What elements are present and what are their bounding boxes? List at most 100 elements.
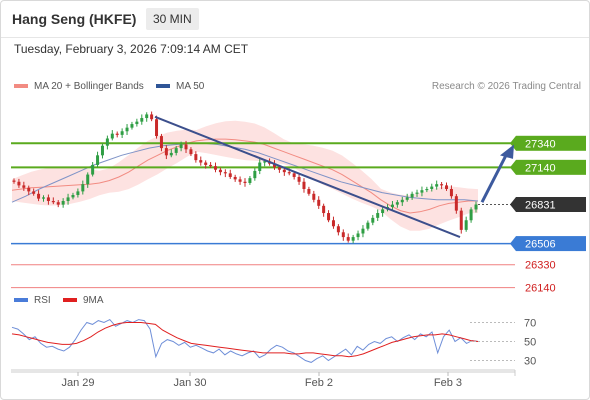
candle-body bbox=[155, 119, 159, 137]
candle-body bbox=[214, 166, 218, 170]
candle-body bbox=[302, 181, 306, 189]
level-label-s2: 26330 bbox=[525, 260, 556, 272]
candle-body bbox=[327, 213, 331, 221]
candle-body bbox=[130, 124, 134, 128]
candle-body bbox=[277, 167, 281, 170]
candle-body bbox=[179, 144, 183, 149]
candle-body bbox=[287, 172, 291, 174]
candle-body bbox=[336, 226, 340, 233]
legend-label-rsi: RSI bbox=[34, 295, 51, 306]
candle-body bbox=[341, 232, 345, 238]
x-tick-label: Jan 30 bbox=[173, 377, 206, 389]
candle-body bbox=[164, 148, 168, 156]
candle-body bbox=[258, 162, 262, 171]
level-label-r2: 27340 bbox=[525, 138, 556, 150]
candle-body bbox=[71, 195, 75, 198]
candle-body bbox=[194, 154, 198, 161]
candle-body bbox=[282, 169, 286, 173]
level-label-current-box bbox=[516, 197, 586, 212]
candle-body bbox=[174, 148, 178, 153]
candle-body bbox=[366, 222, 370, 229]
candle-body bbox=[454, 196, 458, 211]
legend-swatch-ma20 bbox=[14, 84, 28, 89]
candle-body bbox=[22, 185, 26, 188]
candle-body bbox=[159, 136, 163, 149]
level-label-s3: 26140 bbox=[525, 283, 556, 295]
candle-body bbox=[381, 209, 385, 214]
research-credit: Research © 2026 Trading Central bbox=[431, 81, 581, 92]
level-label-r2-box bbox=[516, 135, 586, 151]
rsi-tick-label: 30 bbox=[524, 356, 536, 368]
candle-body bbox=[297, 176, 301, 182]
candle-body bbox=[317, 199, 321, 206]
candle-body bbox=[76, 191, 80, 195]
legend-rsi: RSI bbox=[14, 295, 51, 306]
rsi-ma-line bbox=[11, 322, 479, 358]
candle-body bbox=[96, 155, 100, 165]
candle-body bbox=[292, 173, 296, 177]
legend-ma50: MA 50 bbox=[156, 81, 204, 92]
candle-body bbox=[66, 197, 70, 202]
level-label-current: 26831 bbox=[525, 200, 556, 212]
candle-body bbox=[150, 114, 154, 120]
candle-body bbox=[238, 179, 242, 182]
candle-body bbox=[233, 176, 237, 180]
x-tick-label: Feb 3 bbox=[434, 377, 462, 389]
candle-body bbox=[27, 187, 31, 192]
ma20-line bbox=[11, 138, 478, 214]
candle-body bbox=[243, 181, 247, 183]
candle-body bbox=[445, 185, 449, 189]
level-label-s1: 26506 bbox=[525, 239, 556, 251]
level-label-r1-box bbox=[516, 159, 586, 175]
candle-body bbox=[440, 184, 444, 186]
rsi-tick-label: 50 bbox=[524, 337, 536, 349]
candle-body bbox=[356, 233, 360, 238]
candle-body bbox=[425, 188, 429, 191]
candle-body bbox=[430, 186, 434, 189]
candle-body bbox=[312, 193, 316, 200]
candle-body bbox=[61, 201, 65, 205]
level-label-r2-arrow bbox=[510, 135, 516, 151]
bollinger-band bbox=[12, 120, 478, 231]
candle-body bbox=[32, 191, 36, 194]
candle-body bbox=[199, 160, 203, 163]
candle-body bbox=[459, 210, 463, 230]
candle-body bbox=[405, 197, 409, 200]
candle-body bbox=[135, 121, 139, 125]
candle-body bbox=[140, 118, 144, 122]
candle-body bbox=[346, 237, 350, 241]
candle-body bbox=[415, 192, 419, 194]
candle-body bbox=[263, 161, 267, 163]
candle-body bbox=[115, 133, 119, 135]
candle-body bbox=[390, 204, 394, 208]
candle-body bbox=[120, 131, 124, 135]
candle-body bbox=[228, 173, 232, 177]
candle-body bbox=[435, 184, 439, 187]
legend-label-ma50: MA 50 bbox=[176, 81, 205, 92]
candle-body bbox=[209, 164, 213, 167]
candle-body bbox=[395, 202, 399, 205]
candle-body bbox=[248, 178, 252, 183]
candle-body bbox=[86, 174, 90, 185]
candle-body bbox=[218, 169, 222, 173]
candle-body bbox=[253, 170, 257, 179]
candle-body bbox=[464, 220, 468, 230]
candle-body bbox=[125, 127, 129, 132]
projection-arrow bbox=[480, 154, 508, 203]
candle-body bbox=[41, 197, 45, 199]
level-label-r1: 27140 bbox=[525, 162, 556, 174]
candle-body bbox=[56, 202, 60, 205]
candle-body bbox=[474, 204, 478, 210]
candle-body bbox=[410, 193, 414, 198]
legend-label-ma20: MA 20 + Bollinger Bands bbox=[34, 81, 144, 92]
candle-body bbox=[110, 133, 114, 139]
legend-swatch-rsi bbox=[14, 298, 28, 303]
candle-body bbox=[12, 180, 16, 182]
timeframe-badge[interactable]: 30 MIN bbox=[146, 8, 199, 30]
candle-body bbox=[223, 172, 227, 174]
candle-body bbox=[351, 237, 355, 241]
candle-body bbox=[371, 217, 375, 223]
chart-header: Hang Seng (HKFE) 30 MIN bbox=[1, 1, 589, 38]
candle-body bbox=[204, 162, 208, 165]
candle-body bbox=[17, 181, 21, 186]
